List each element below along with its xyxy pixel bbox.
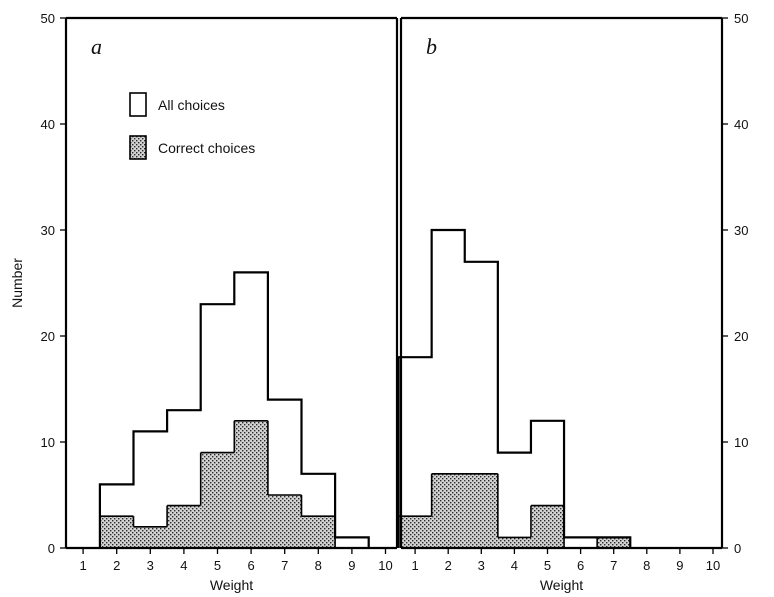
x-axis-label-a: Weight bbox=[210, 577, 253, 593]
legend-label-all: All choices bbox=[158, 97, 225, 113]
x-tick-label-b-10: 10 bbox=[706, 558, 720, 573]
correct-bar-a-2 bbox=[99, 516, 134, 548]
all-bar-a-9 bbox=[335, 537, 369, 548]
x-tick-label-a-10: 10 bbox=[378, 558, 392, 573]
correct-bar-a-5 bbox=[200, 452, 235, 548]
all-choices-outline-a bbox=[98, 271, 370, 548]
correct-bar-b-3 bbox=[464, 473, 498, 548]
correct-bar-a-3 bbox=[133, 526, 168, 548]
y-tick-label-left-30: 30 bbox=[41, 223, 55, 238]
x-tick-label-a-9: 9 bbox=[348, 558, 355, 573]
correct-bar-b-5 bbox=[530, 505, 565, 548]
x-tick-label-b-1: 1 bbox=[411, 558, 418, 573]
x-tick-label-b-6: 6 bbox=[577, 558, 584, 573]
y-tick-label-left-20: 20 bbox=[41, 329, 55, 344]
correct-bar-a-7 bbox=[267, 495, 302, 548]
correct-bar-b-1 bbox=[398, 516, 432, 548]
legend-swatch-all bbox=[129, 92, 147, 117]
x-tick-label-a-6: 6 bbox=[247, 558, 254, 573]
x-tick-label-b-5: 5 bbox=[544, 558, 551, 573]
correct-bar-a-4 bbox=[167, 505, 201, 548]
all-bar-b-4 bbox=[498, 453, 531, 548]
x-tick-label-a-3: 3 bbox=[147, 558, 154, 573]
y-tick-label-right-40: 40 bbox=[734, 117, 748, 132]
x-tick-label-b-7: 7 bbox=[610, 558, 617, 573]
y-tick-label-right-50: 50 bbox=[734, 11, 748, 26]
x-tick-label-a-4: 4 bbox=[180, 558, 187, 573]
correct-bar-b-7 bbox=[597, 537, 631, 548]
correct-bar-b-4 bbox=[497, 537, 531, 548]
x-tick-label-b-3: 3 bbox=[478, 558, 485, 573]
x-axis-label-b: Weight bbox=[540, 577, 583, 593]
correct-bar-a-8 bbox=[301, 516, 336, 548]
x-tick-label-a-5: 5 bbox=[214, 558, 221, 573]
legend-swatch-correct bbox=[129, 135, 147, 160]
panel-label-b: b bbox=[426, 34, 437, 59]
x-tick-label-a-2: 2 bbox=[113, 558, 120, 573]
y-tick-label-left-0: 0 bbox=[48, 541, 55, 556]
x-tick-label-a-7: 7 bbox=[281, 558, 288, 573]
x-tick-label-a-8: 8 bbox=[315, 558, 322, 573]
legend-label-correct: Correct choices bbox=[158, 140, 255, 156]
panel-label-a: a bbox=[91, 34, 102, 59]
x-tick-label-b-2: 2 bbox=[445, 558, 452, 573]
all-choices-outline-b bbox=[397, 228, 632, 548]
x-tick-label-b-4: 4 bbox=[511, 558, 518, 573]
y-tick-label-left-10: 10 bbox=[41, 435, 55, 450]
x-tick-label-a-1: 1 bbox=[79, 558, 86, 573]
y-axis-label: Number bbox=[9, 258, 25, 308]
y-tick-label-left-40: 40 bbox=[41, 117, 55, 132]
x-tick-label-b-9: 9 bbox=[676, 558, 683, 573]
y-tick-label-left-50: 50 bbox=[41, 11, 55, 26]
y-tick-label-right-30: 30 bbox=[734, 223, 748, 238]
y-tick-label-right-0: 0 bbox=[734, 541, 741, 556]
correct-bar-a-6 bbox=[234, 420, 268, 548]
y-tick-label-right-10: 10 bbox=[734, 435, 748, 450]
y-tick-label-right-20: 20 bbox=[734, 329, 748, 344]
x-tick-label-b-8: 8 bbox=[643, 558, 650, 573]
correct-bar-b-2 bbox=[431, 473, 465, 548]
all-bar-b-6 bbox=[564, 537, 597, 548]
